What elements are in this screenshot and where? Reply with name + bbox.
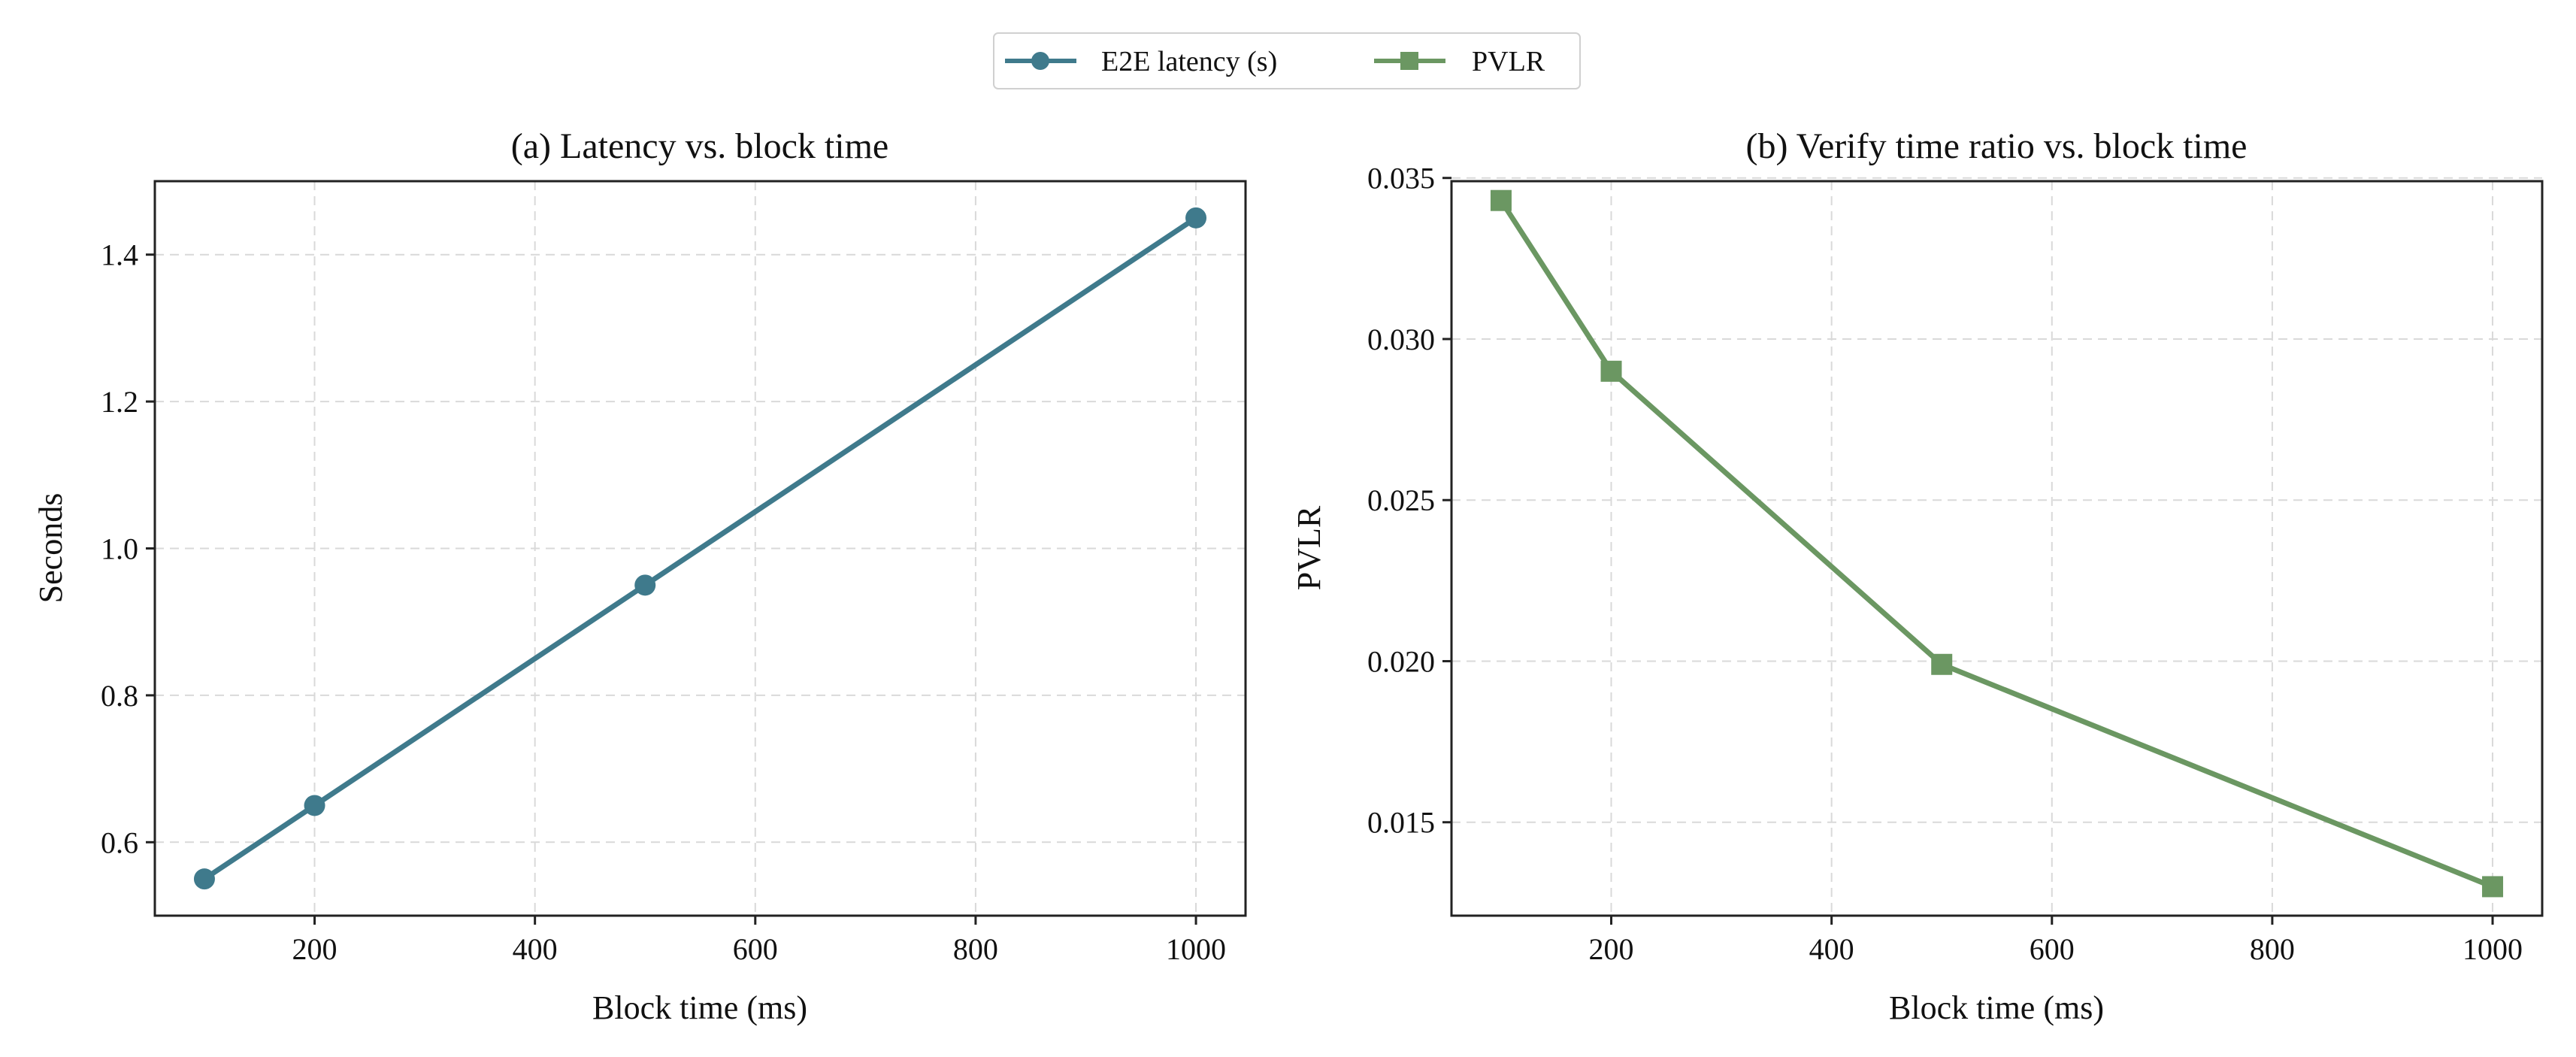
y-tick-label: 0.015 xyxy=(1367,806,1435,840)
data-point xyxy=(1931,653,1953,675)
legend-entry-pvlr: PVLR xyxy=(1374,46,1545,77)
panel-pvlr: (b) Verify time ratio vs. block time 200… xyxy=(1291,126,2544,1026)
legend: E2E latency (s) PVLR xyxy=(993,32,1581,89)
data-point xyxy=(193,868,215,890)
y-tick-label: 0.035 xyxy=(1367,162,1435,195)
x-tick-label: 600 xyxy=(733,932,778,966)
panel-b-y-ticks: 0.015 0.020 0.025 0.030 0.035 xyxy=(1367,162,1451,840)
y-tick-label: 0.8 xyxy=(101,679,138,713)
y-tick-label: 0.030 xyxy=(1367,323,1435,356)
x-tick-label: 1000 xyxy=(2462,932,2523,966)
panel-a-ylabel: Seconds xyxy=(32,493,69,604)
y-tick-label: 0.6 xyxy=(101,825,138,859)
data-point xyxy=(1600,360,1622,382)
legend-label-e2e: E2E latency (s) xyxy=(1101,46,1277,77)
x-tick-label: 200 xyxy=(1589,932,1634,966)
x-tick-label: 600 xyxy=(2030,932,2075,966)
panel-a-x-ticks: 200 400 600 800 1000 xyxy=(292,916,1226,966)
x-tick-label: 800 xyxy=(2250,932,2295,966)
x-tick-label: 400 xyxy=(513,932,558,966)
x-tick-label: 1000 xyxy=(1166,932,1226,966)
y-tick-label: 1.2 xyxy=(101,385,138,419)
x-tick-label: 800 xyxy=(953,932,998,966)
panel-latency: (a) Latency vs. block time 200 400 600 800 1… xyxy=(32,126,1247,1026)
panel-a-title: (a) Latency vs. block time xyxy=(511,126,888,166)
panel-b-x-ticks: 200 400 600 800 1000 xyxy=(1589,916,2523,966)
panel-a-xlabel: Block time (ms) xyxy=(592,989,807,1026)
legend-label-pvlr: PVLR xyxy=(1472,46,1545,77)
y-tick-label: 1.0 xyxy=(101,532,138,566)
legend-marker-pvlr xyxy=(1400,52,1418,70)
series-line-pvlr xyxy=(1499,198,2494,889)
data-point xyxy=(304,795,325,816)
y-tick-label: 0.025 xyxy=(1367,483,1435,517)
panel-b-frame xyxy=(1450,180,2544,917)
x-tick-label: 200 xyxy=(292,932,338,966)
y-tick-label: 0.020 xyxy=(1367,644,1435,678)
data-point xyxy=(1490,189,1512,211)
legend-entry-e2e: E2E latency (s) xyxy=(1005,46,1277,77)
data-point xyxy=(1185,207,1207,229)
panel-b-title: (b) Verify time ratio vs. block time xyxy=(1746,126,2248,166)
y-tick-label: 1.4 xyxy=(101,238,138,272)
legend-marker-e2e xyxy=(1031,52,1049,70)
series-line-e2e-latency xyxy=(203,215,1197,882)
panel-b-xlabel: Block time (ms) xyxy=(1889,989,2104,1026)
panel-b-grid xyxy=(1451,177,2542,916)
panel-a-points xyxy=(193,207,1207,890)
panel-a-y-ticks: 0.6 0.8 1.0 1.2 1.4 xyxy=(101,238,155,859)
x-tick-label: 400 xyxy=(1809,932,1854,966)
legend-frame xyxy=(993,32,1581,89)
data-point xyxy=(634,574,656,596)
panel-b-points xyxy=(1490,189,2504,898)
data-point xyxy=(2482,876,2504,898)
panel-b-ylabel: PVLR xyxy=(1291,505,1327,590)
